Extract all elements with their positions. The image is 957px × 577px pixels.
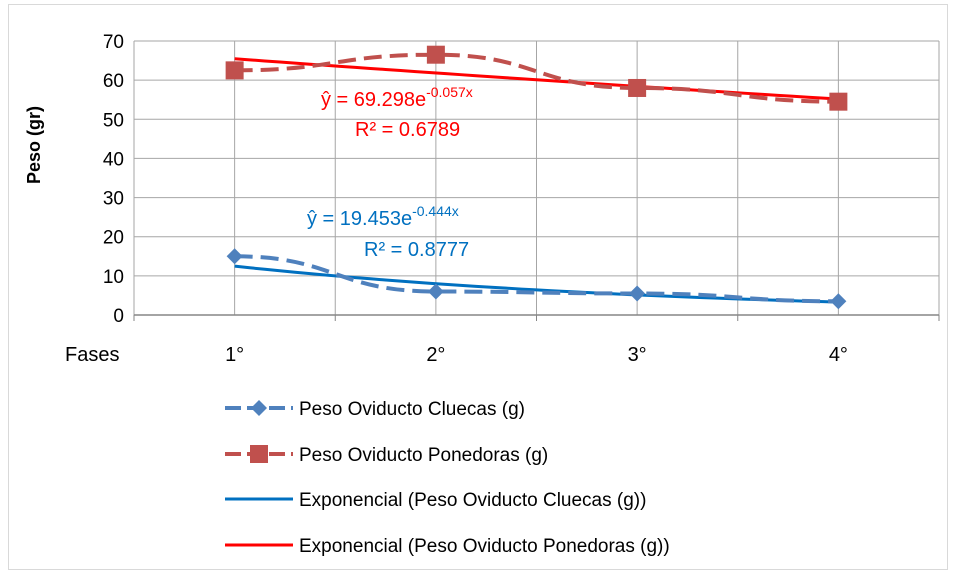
x-tick-labels: 1° 2° 3° 4°	[225, 344, 848, 366]
data-point-ponedoras	[628, 78, 647, 97]
y-tick-label: 50	[103, 110, 124, 131]
trendline-r2-cluecas: R² = 0.8777	[364, 239, 469, 261]
series-line-ponedoras	[234, 52, 839, 104]
y-tick-label: 10	[103, 267, 124, 288]
gridlines	[133, 40, 940, 315]
data-series	[225, 45, 848, 310]
legend-label: Peso Oviducto Cluecas (g)	[299, 399, 525, 420]
data-point-ponedoras	[225, 61, 244, 80]
y-tick-label: 40	[103, 149, 124, 170]
data-point-ponedoras	[426, 45, 445, 64]
y-tick-labels: 0 10 20 30 40 50 60 70	[103, 32, 124, 327]
chart: 0 10 20 30 40 50 60 70 1° 2° 3° 4° Peso (gr) Fases…	[24, 32, 940, 557]
trendline-equation-ponedoras: ŷ = 69.298e-0.057x	[321, 84, 473, 111]
y-axis-label: Peso (gr)	[24, 106, 44, 184]
legend: Peso Oviducto Cluecas (g) Peso Oviducto P…	[225, 399, 670, 557]
axes	[133, 314, 940, 321]
y-tick-label: 20	[103, 228, 124, 249]
chart-frame: 0 10 20 30 40 50 60 70 1° 2° 3° 4° Peso (gr) Fases…	[8, 4, 948, 570]
data-point-ponedoras	[829, 92, 848, 111]
trendline-equations: ŷ = 19.453e-0.444x R² = 0.8777 ŷ = 69.298e…	[307, 84, 473, 261]
legend-label: Exponencial (Peso Oviducto Cluecas (g))	[299, 490, 646, 511]
x-axis-label: Fases	[65, 344, 119, 366]
y-tick-label: 70	[103, 32, 124, 53]
data-point-cluecas	[830, 293, 847, 310]
trendline-r2-ponedoras: R² = 0.6789	[355, 119, 460, 141]
legend-label: Peso Oviducto Ponedoras (g)	[299, 445, 548, 466]
x-tick-label: 1°	[225, 344, 244, 366]
trendline-equation-cluecas: ŷ = 19.453e-0.444x	[307, 203, 459, 230]
data-point-cluecas	[629, 285, 646, 302]
data-point-cluecas	[226, 248, 243, 265]
series-line-cluecas	[234, 254, 839, 304]
x-tick-label: 2°	[426, 344, 445, 366]
data-point-cluecas	[427, 283, 444, 300]
y-tick-label: 0	[113, 306, 124, 327]
y-tick-label: 60	[103, 71, 124, 92]
legend-label: Exponencial (Peso Oviducto Ponedoras (g)…	[299, 536, 670, 557]
x-tick-label: 3°	[628, 344, 647, 366]
y-tick-label: 30	[103, 189, 124, 210]
x-tick-label: 4°	[829, 344, 848, 366]
legend-swatch-marker	[250, 445, 268, 463]
legend-swatch-marker	[251, 400, 267, 416]
